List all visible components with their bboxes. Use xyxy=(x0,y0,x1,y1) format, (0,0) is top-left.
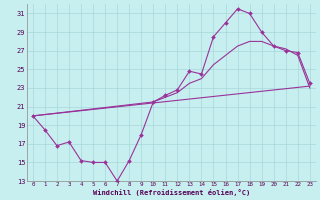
X-axis label: Windchill (Refroidissement éolien,°C): Windchill (Refroidissement éolien,°C) xyxy=(93,189,250,196)
